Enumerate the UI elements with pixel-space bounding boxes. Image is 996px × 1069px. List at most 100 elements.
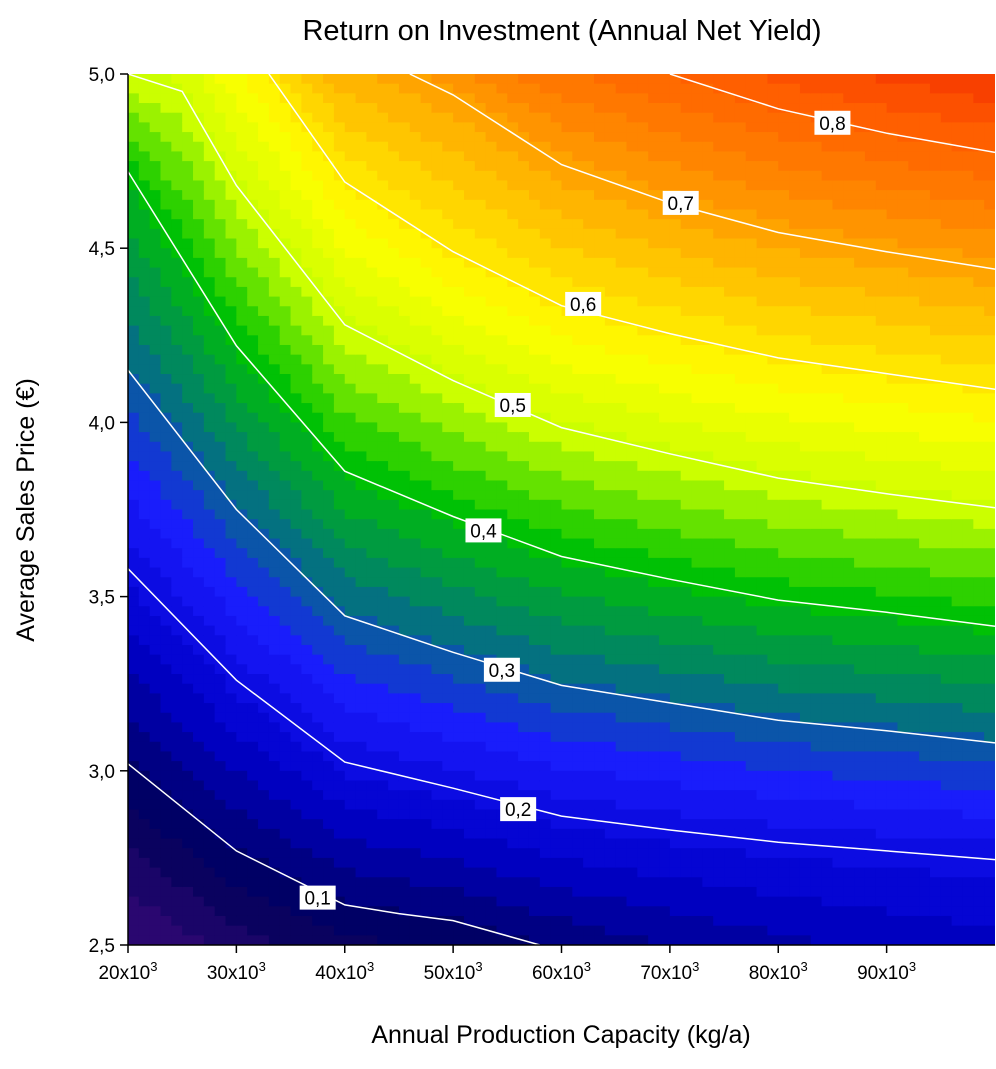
heatmap-cell (680, 180, 693, 191)
heatmap-cell (301, 132, 313, 143)
heatmap-cell (713, 722, 725, 733)
heatmap-cell (713, 441, 725, 453)
heatmap-cell (496, 412, 508, 423)
heatmap-cell (680, 915, 693, 927)
heatmap-cell (138, 741, 151, 753)
heatmap-cell (507, 741, 519, 753)
heatmap-cell (615, 451, 628, 462)
heatmap-cell (615, 132, 628, 143)
heatmap-cell (149, 635, 162, 646)
heatmap-cell (290, 761, 302, 772)
heatmap-cell (377, 403, 389, 414)
heatmap-cell (377, 722, 389, 733)
heatmap-cell (442, 615, 454, 627)
heatmap-cell (247, 848, 259, 859)
heatmap-cell (138, 499, 151, 511)
heatmap-cell (626, 190, 638, 201)
heatmap-cell (594, 451, 606, 462)
heatmap-cell (669, 857, 682, 869)
heatmap-cell (377, 74, 389, 85)
heatmap-cell (333, 625, 346, 636)
heatmap-cell (604, 925, 617, 936)
heatmap-cell (225, 528, 237, 540)
heatmap-cell (615, 74, 628, 85)
heatmap-cell (214, 577, 227, 588)
heatmap-cell (279, 470, 292, 482)
heatmap-cell (344, 74, 357, 85)
heatmap-cell (442, 315, 454, 327)
heatmap-cell (442, 112, 454, 123)
heatmap-cell (615, 770, 628, 782)
heatmap-cell (236, 915, 248, 927)
heatmap-cell (203, 364, 216, 375)
heatmap-cell (594, 828, 606, 840)
heatmap-cell (431, 712, 443, 724)
heatmap-cell (355, 267, 368, 278)
heatmap-cell (333, 238, 346, 249)
heatmap-cell (637, 615, 649, 627)
heatmap-cell (550, 170, 563, 182)
heatmap-cell (268, 683, 281, 694)
heatmap-cell (680, 635, 693, 646)
heatmap-cell (128, 499, 140, 511)
heatmap-cell (453, 538, 465, 549)
heatmap-cell (355, 296, 368, 307)
heatmap-cell (388, 83, 400, 94)
heatmap-cell (182, 335, 194, 346)
heatmap-cell (453, 141, 465, 153)
heatmap-cell (377, 770, 389, 782)
heatmap-cell (388, 857, 400, 869)
heatmap-cell (312, 228, 324, 240)
heatmap-cell (485, 770, 498, 782)
heatmap-cell (604, 354, 617, 365)
heatmap-cell (431, 344, 443, 356)
heatmap-cell (561, 654, 573, 665)
heatmap-cell (149, 83, 162, 94)
heatmap-cell (193, 374, 205, 385)
heatmap-cell (463, 296, 476, 307)
heatmap-cell (312, 190, 324, 201)
heatmap-cell (474, 209, 487, 220)
heatmap-cell (128, 422, 140, 433)
heatmap-cell (572, 799, 584, 811)
heatmap-cell (160, 248, 172, 259)
heatmap-cell (485, 906, 498, 917)
heatmap-cell (344, 470, 357, 482)
heatmap-cell (193, 770, 205, 782)
heatmap-cell (507, 722, 519, 733)
heatmap-cell (659, 306, 671, 317)
heatmap-cell (539, 480, 552, 491)
heatmap-cell (474, 577, 487, 588)
heatmap-cell (138, 83, 151, 94)
heatmap-cell (388, 664, 400, 675)
heatmap-cell (258, 635, 270, 646)
heatmap-cell (615, 828, 628, 840)
heatmap-cell (528, 267, 541, 278)
heatmap-cell (626, 74, 638, 85)
heatmap-cell (518, 683, 530, 694)
heatmap-cell (702, 228, 714, 240)
heatmap-cell (409, 490, 422, 501)
heatmap-cell (583, 219, 595, 230)
heatmap-cell (691, 770, 703, 782)
heatmap-cell (626, 741, 638, 753)
heatmap-cell (312, 538, 324, 549)
heatmap-cell (583, 606, 595, 617)
heatmap-cell (604, 490, 617, 501)
heatmap-cell (388, 451, 400, 462)
heatmap-cell (669, 896, 682, 907)
heatmap-cell (485, 248, 498, 259)
heatmap-cell (691, 886, 703, 898)
heatmap-cell (355, 374, 368, 385)
heatmap-cell (485, 161, 498, 172)
heatmap-cell (680, 248, 693, 259)
heatmap-cell (290, 364, 302, 375)
heatmap-cell (377, 780, 389, 791)
heatmap-cell (138, 586, 151, 598)
heatmap-cell (518, 180, 530, 191)
heatmap-cell (409, 557, 422, 569)
heatmap-cell (160, 712, 172, 724)
heatmap-cell (279, 267, 292, 278)
heatmap-cell (333, 374, 346, 385)
